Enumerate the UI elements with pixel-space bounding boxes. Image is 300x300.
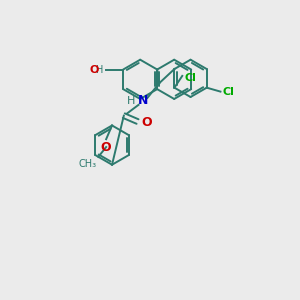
Text: CH₃: CH₃ — [78, 159, 96, 169]
Text: Cl: Cl — [184, 73, 196, 83]
Text: H: H — [96, 64, 103, 74]
Text: N: N — [138, 94, 148, 107]
Text: O: O — [101, 141, 112, 154]
Text: H: H — [127, 96, 136, 106]
Text: Cl: Cl — [222, 87, 234, 97]
Text: O: O — [142, 116, 152, 129]
Text: O: O — [89, 64, 99, 74]
